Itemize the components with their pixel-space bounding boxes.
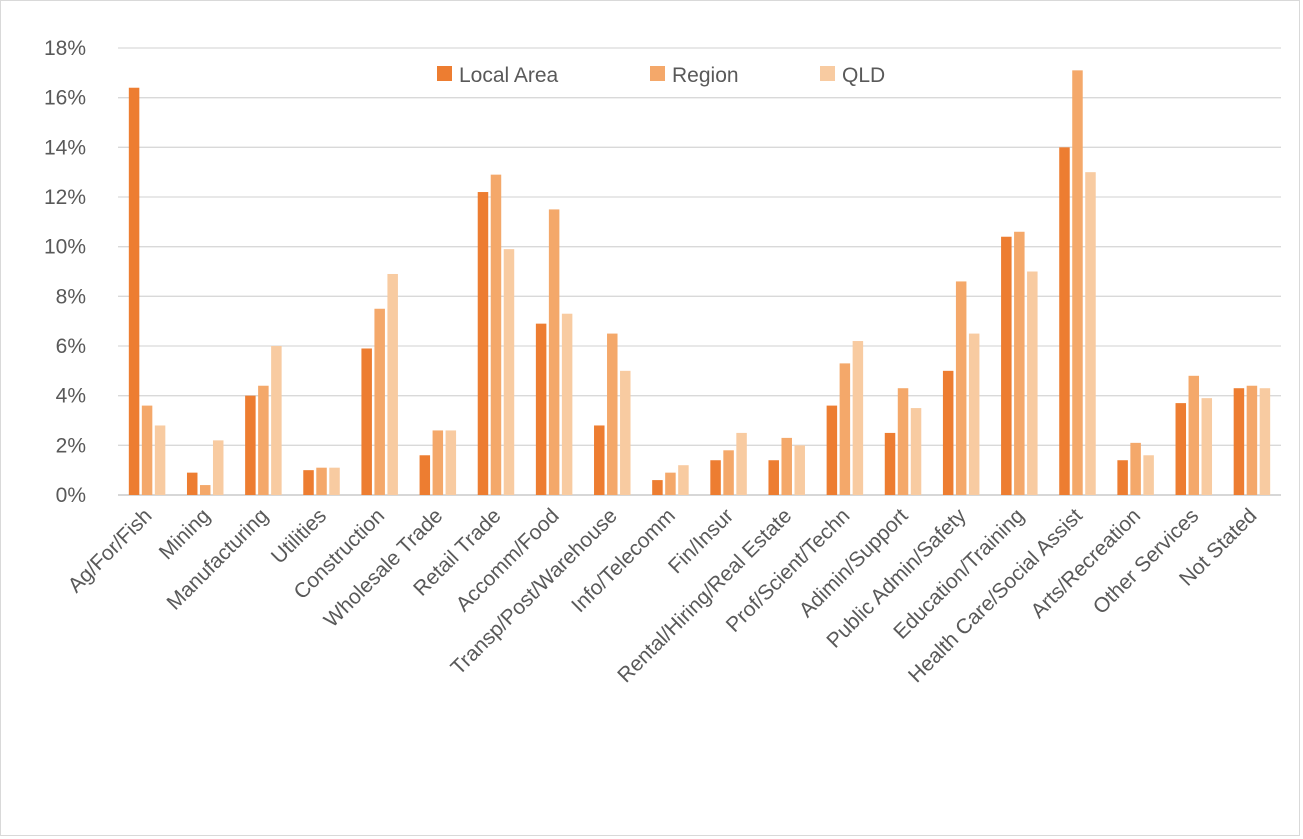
x-tick-label: Accomm/Food [452,504,564,616]
bar-local-area-18 [1175,403,1187,495]
bar-region-15 [1014,231,1025,495]
bar-region-6 [490,174,502,495]
bar-region-2 [258,385,269,495]
bar-qld-14 [968,333,980,495]
legend-label: Local Area [459,64,559,87]
x-tick-label: Info/Telecomm [567,504,680,617]
bar-local-area-6 [477,192,489,496]
x-tick-label: Manufacturing [163,504,273,614]
bar-qld-19 [1259,388,1271,495]
bar-qld-7 [561,313,573,495]
bar-qld-16 [1085,172,1096,495]
bar-region-16 [1072,70,1083,495]
gridlines [118,47,1281,496]
bar-region-8 [607,333,618,495]
bar-local-area-11 [768,460,779,495]
x-tick-label: Ag/For/Fish [64,504,157,597]
bar-local-area-17 [1117,460,1128,495]
bar-local-area-15 [1001,236,1012,495]
bar-qld-18 [1201,398,1213,495]
bar-qld-13 [910,408,922,495]
bar-local-area-4 [361,348,372,495]
bar-qld-2 [271,346,282,495]
y-tick-label: 14% [44,136,86,159]
bar-qld-6 [503,249,515,495]
bar-local-area-8 [594,425,605,495]
bar-region-9 [665,472,676,495]
y-tick-label: 6% [56,335,86,358]
legend-swatch [820,66,835,81]
y-tick-label: 8% [56,285,86,308]
bar-region-19 [1246,385,1258,495]
bar-local-area-0 [128,87,140,495]
bar-local-area-1 [186,472,198,495]
bar-local-area-12 [826,405,838,495]
bar-region-7 [548,209,560,495]
bar-qld-10 [736,432,747,495]
bar-region-1 [199,485,211,495]
bar-region-17 [1130,442,1141,495]
x-tick-label: Other Services [1089,504,1203,618]
bar-qld-5 [445,430,457,495]
bar-qld-4 [387,273,398,495]
y-tick-label: 4% [56,385,86,408]
bar-qld-11 [794,445,805,495]
bar-qld-12 [852,341,864,495]
bar-local-area-14 [942,370,954,495]
bar-qld-15 [1027,271,1038,495]
legend-swatch [650,66,665,81]
bar-local-area-10 [710,460,721,495]
bar-region-3 [316,467,327,495]
y-tick-label: 10% [44,236,86,259]
bar-local-area-7 [535,323,547,495]
bar-qld-17 [1143,455,1154,495]
bar-local-area-13 [884,432,896,495]
bar-qld-0 [154,425,166,495]
bar-region-0 [141,405,153,495]
bar-local-area-9 [652,480,663,495]
y-tick-label: 16% [44,87,86,110]
bar-local-area-5 [419,455,431,495]
bar-region-4 [374,308,385,495]
bar-qld-8 [620,370,631,495]
y-axis-ticks: 0% 2% 4% 6% 8% 10% 12% 14% 16% 18% [44,37,86,507]
bar-local-area-16 [1059,147,1070,496]
legend-label: Region [672,64,739,87]
bar-local-area-19 [1233,388,1245,495]
y-tick-label: 18% [44,37,86,60]
bar-region-12 [839,363,851,495]
legend-label: QLD [842,64,885,87]
bar-region-5 [432,430,444,495]
y-tick-label: 12% [44,186,86,209]
legend: Local Area Region QLD [437,64,885,87]
bar-region-11 [781,437,792,495]
bar-region-10 [723,450,734,495]
legend-swatch [437,66,452,81]
x-axis-ticks: Ag/For/FishMiningManufacturingUtilitiesC… [64,504,1262,687]
y-tick-label: 0% [56,484,86,507]
bars [128,70,1271,496]
bar-region-18 [1188,375,1200,495]
bar-local-area-3 [303,470,314,495]
bar-qld-9 [678,465,689,495]
bar-region-13 [897,388,909,495]
y-tick-label: 2% [56,434,86,457]
bar-region-14 [955,281,967,495]
bar-qld-3 [329,467,340,495]
bar-qld-1 [212,440,224,495]
bar-local-area-2 [245,395,256,495]
